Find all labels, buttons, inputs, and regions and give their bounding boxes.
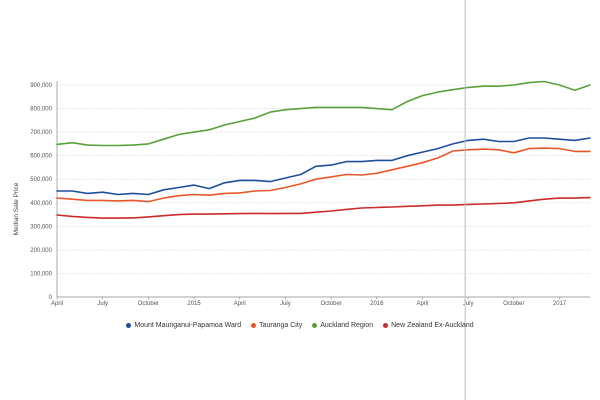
legend-marker-icon <box>383 323 389 328</box>
x-tick-label: July <box>463 301 474 307</box>
x-tick-label: July <box>280 301 291 307</box>
y-tick-label: 300,000 <box>30 224 52 230</box>
series-line[interactable] <box>56 147 591 203</box>
legend-marker-icon <box>251 323 257 328</box>
y-axis-label: Median Sale Price <box>13 182 20 235</box>
x-tick-label: April <box>416 301 428 307</box>
legend-item-auckland-region[interactable]: Auckland Region <box>312 322 373 329</box>
y-tick-label: 0 <box>49 295 53 301</box>
x-tick-label: April <box>51 301 63 307</box>
x-tick-label: October <box>320 301 341 307</box>
legend-item-mount-maunganui[interactable]: Mount Maunganui-Papamoa Ward <box>126 322 241 329</box>
y-tick-label: 400,000 <box>30 201 52 207</box>
x-tick-label: July <box>97 301 108 307</box>
legend-item-nz-ex-auckland[interactable]: New Zealand Ex-Auckland <box>383 322 474 329</box>
legend-marker-icon <box>312 323 318 328</box>
x-tick-label: 2016 <box>370 301 384 307</box>
series-line[interactable] <box>56 196 591 219</box>
x-tick-label: October <box>503 301 524 307</box>
series-lines <box>56 80 591 219</box>
y-tick-label: 500,000 <box>30 177 52 183</box>
y-tick-label: 100,000 <box>30 271 52 277</box>
legend-item-tauranga-city[interactable]: Tauranga City <box>251 322 302 329</box>
legend: Mount Maunganui-Papamoa Ward Tauranga Ci… <box>0 322 600 329</box>
y-tick-label: 600,000 <box>30 154 52 160</box>
y-tick-label: 800,000 <box>30 107 52 113</box>
grid-lines <box>57 84 590 274</box>
y-tick-label: 700,000 <box>30 130 52 136</box>
x-tick-labels: April July October 2015 April July October 2016… <box>51 297 567 307</box>
x-tick-label: April <box>234 301 246 307</box>
y-tick-labels: 0 100,000 200,000 300,000 400,000 500,000 600,… <box>30 83 52 301</box>
y-tick-label: 900,000 <box>30 83 52 89</box>
series-line[interactable] <box>56 137 591 196</box>
x-tick-label: 2015 <box>187 301 201 307</box>
series-line[interactable] <box>56 80 591 147</box>
x-tick-label: 2017 <box>553 301 567 307</box>
axes <box>56 81 590 298</box>
x-tick-label: October <box>138 301 159 307</box>
legend-marker-icon <box>126 323 132 328</box>
y-tick-label: 200,000 <box>30 248 52 254</box>
